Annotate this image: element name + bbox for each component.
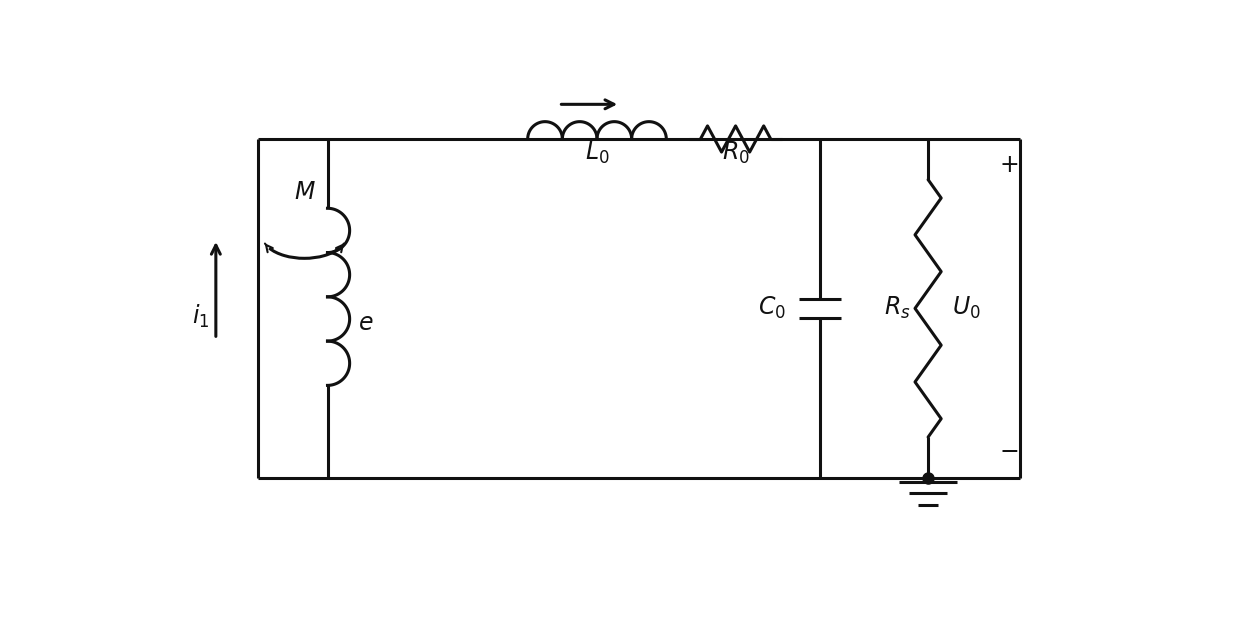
- Text: $L_0$: $L_0$: [585, 140, 609, 166]
- Text: $R_0$: $R_0$: [722, 140, 749, 166]
- Text: $U_0$: $U_0$: [952, 295, 981, 322]
- Text: $R_s$: $R_s$: [884, 295, 910, 322]
- Text: $e$: $e$: [358, 312, 373, 336]
- Text: $C_0$: $C_0$: [758, 295, 786, 322]
- Text: $-$: $-$: [999, 439, 1018, 463]
- Text: $+$: $+$: [999, 154, 1018, 178]
- Text: $i_1$: $i_1$: [192, 303, 210, 330]
- Text: $M$: $M$: [294, 181, 315, 204]
